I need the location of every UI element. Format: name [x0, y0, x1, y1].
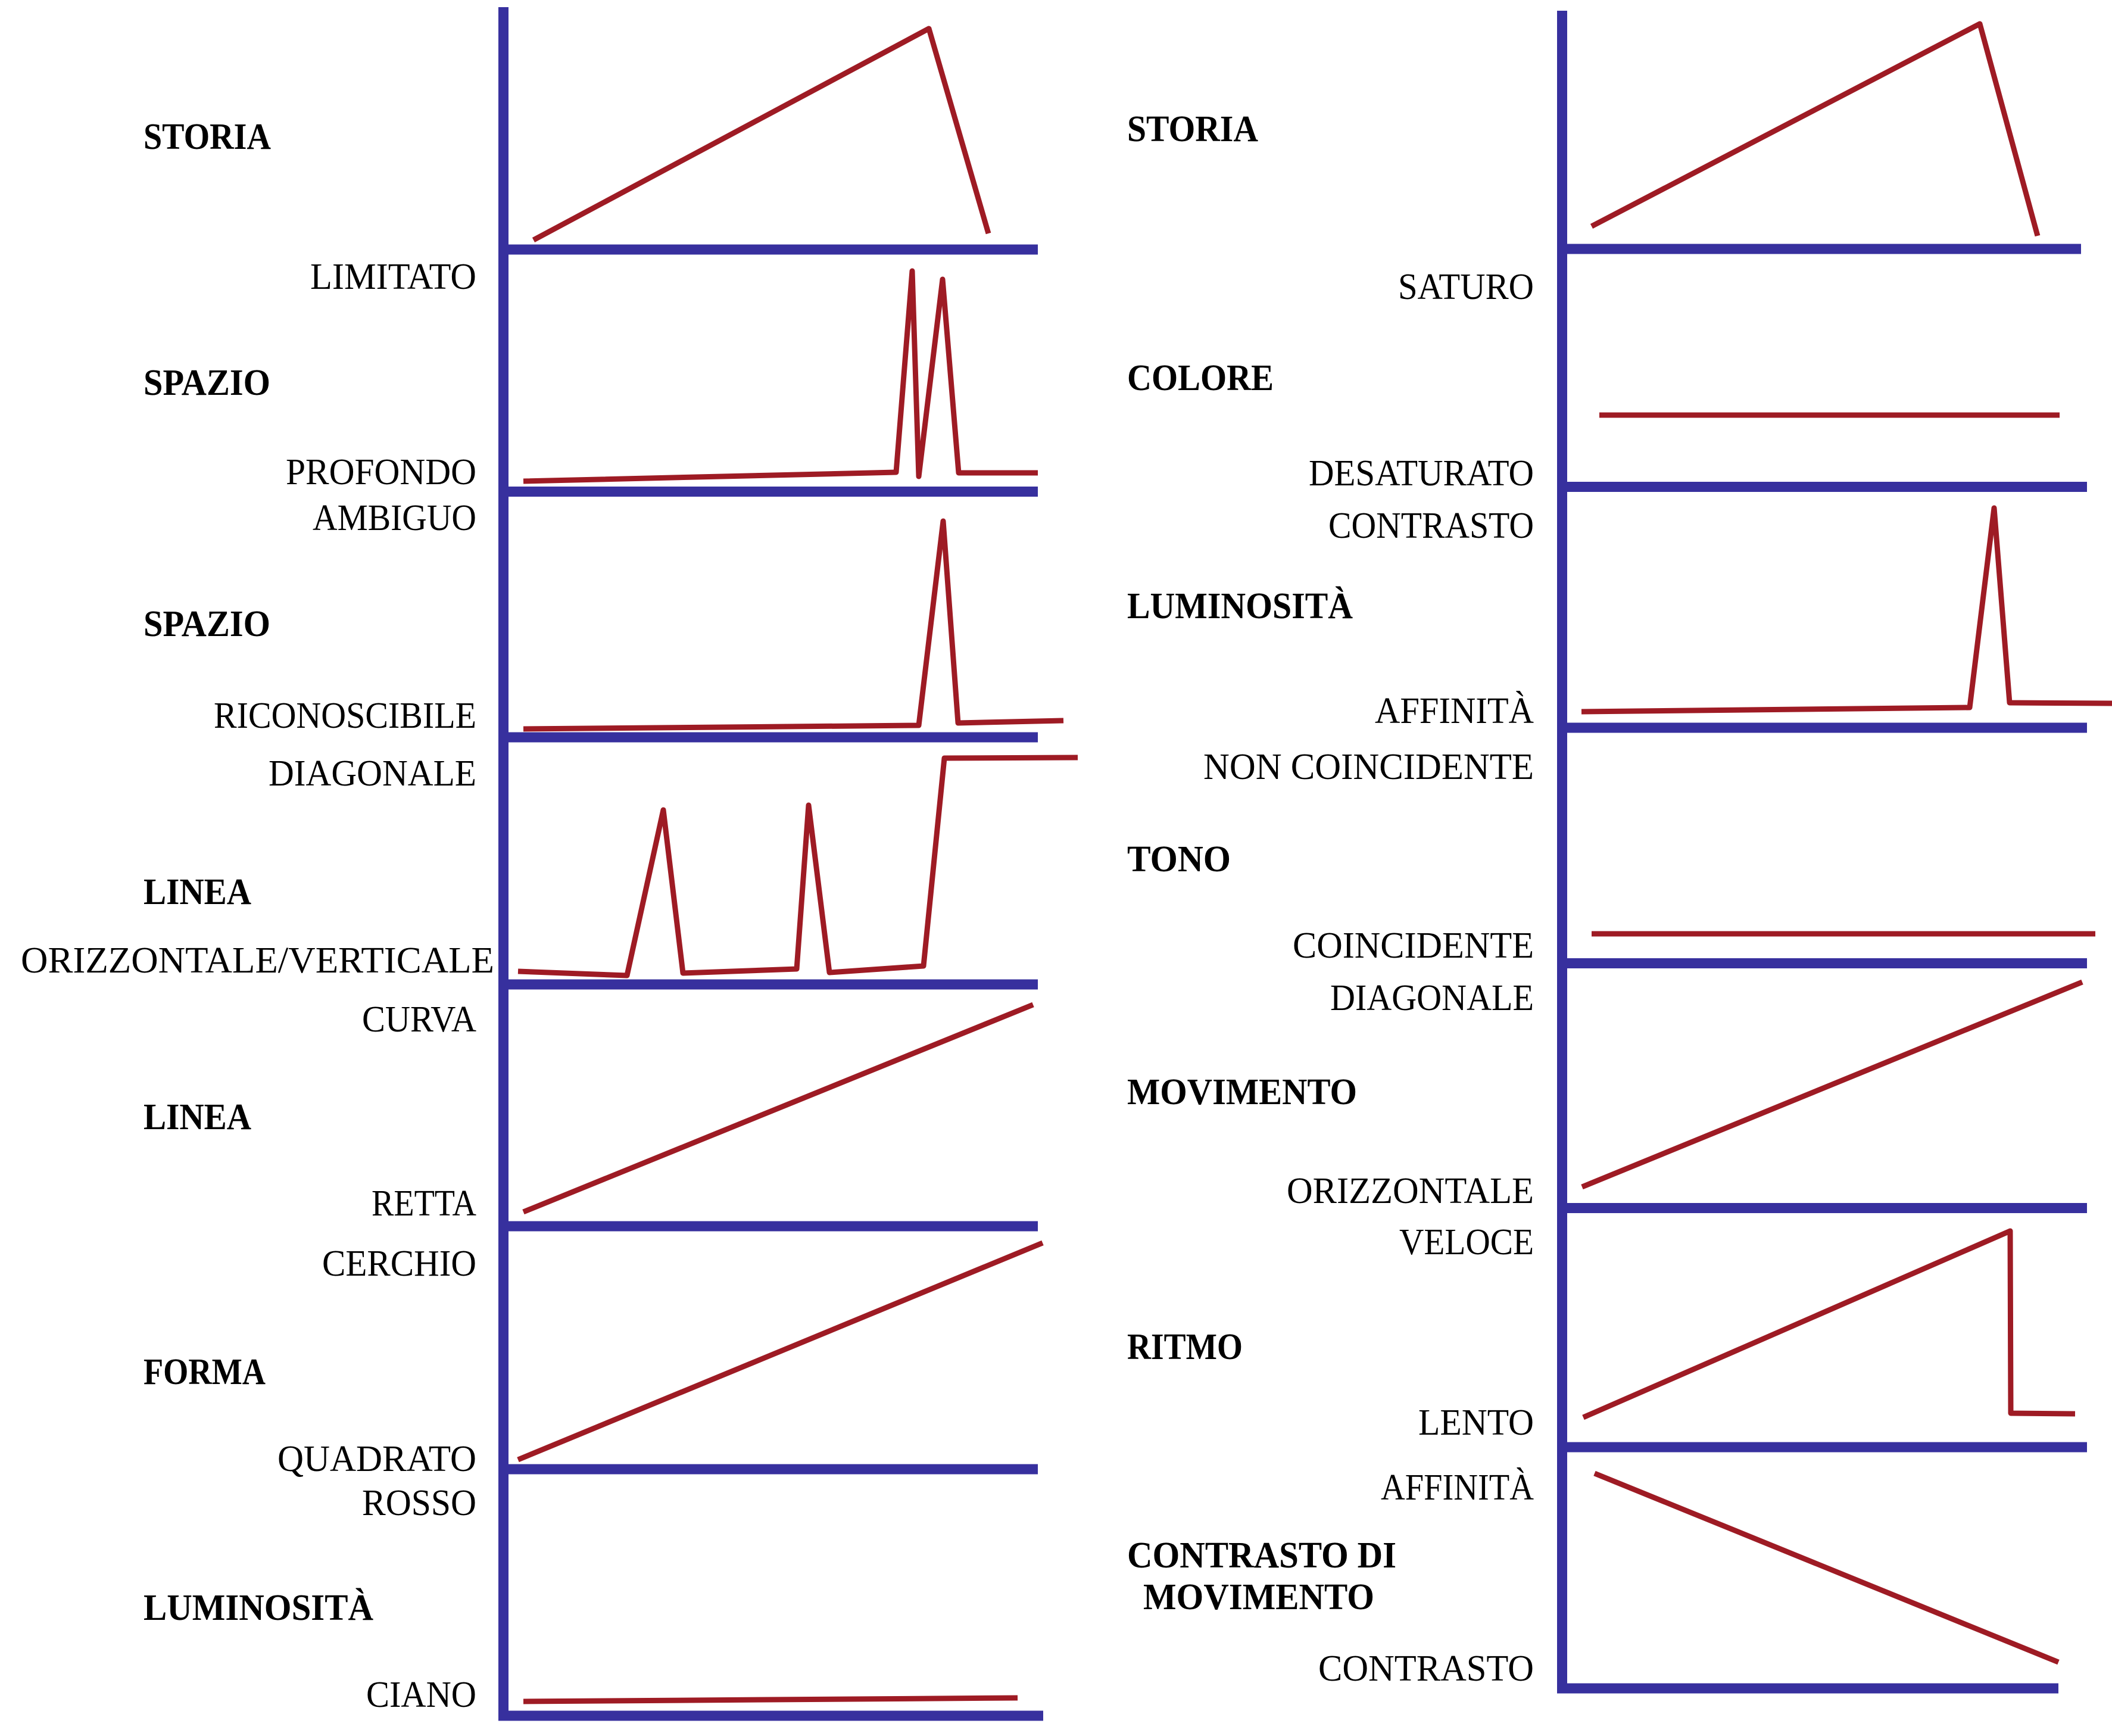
svg-text:CONTRASTO DI: CONTRASTO DI — [1127, 1535, 1396, 1576]
svg-text:RICONOSCIBILE: RICONOSCIBILE — [214, 696, 476, 736]
svg-text:ORIZZONTALE: ORIZZONTALE — [1287, 1171, 1534, 1211]
svg-text:CURVA: CURVA — [362, 999, 476, 1040]
svg-text:STORIA: STORIA — [143, 117, 271, 157]
svg-text:QUADRATO: QUADRATO — [277, 1439, 476, 1479]
svg-text:SPAZIO: SPAZIO — [143, 604, 270, 644]
svg-text:NON COINCIDENTE: NON COINCIDENTE — [1203, 747, 1534, 787]
svg-text:STORIA: STORIA — [1127, 109, 1258, 149]
svg-text:LENTO: LENTO — [1418, 1402, 1534, 1443]
svg-text:ROSSO: ROSSO — [362, 1483, 476, 1523]
svg-text:DIAGONALE: DIAGONALE — [269, 753, 476, 794]
svg-text:LIMITATO: LIMITATO — [310, 257, 476, 297]
svg-text:DIAGONALE: DIAGONALE — [1330, 978, 1534, 1018]
svg-text:PROFONDO: PROFONDO — [286, 452, 476, 493]
svg-text:DESATURATO: DESATURATO — [1309, 453, 1534, 494]
svg-text:AFFINITÀ: AFFINITÀ — [1381, 1467, 1534, 1508]
svg-text:LUMINOSITÀ: LUMINOSITÀ — [1127, 586, 1353, 627]
svg-text:SATURO: SATURO — [1398, 267, 1534, 307]
svg-text:COINCIDENTE: COINCIDENTE — [1293, 925, 1534, 966]
svg-text:SPAZIO: SPAZIO — [143, 363, 270, 403]
svg-text:CONTRASTO: CONTRASTO — [1318, 1648, 1534, 1689]
svg-text:COLORE: COLORE — [1127, 358, 1274, 398]
svg-text:MOVIMENTO: MOVIMENTO — [1127, 1072, 1357, 1112]
svg-text:FORMA: FORMA — [143, 1352, 266, 1392]
svg-text:MOVIMENTO: MOVIMENTO — [1143, 1577, 1374, 1617]
svg-text:TONO: TONO — [1127, 839, 1231, 880]
svg-text:LINEA: LINEA — [143, 1097, 251, 1137]
svg-text:LUMINOSITÀ: LUMINOSITÀ — [143, 1588, 373, 1628]
svg-text:AFFINITÀ: AFFINITÀ — [1375, 691, 1534, 731]
svg-text:RETTA: RETTA — [372, 1183, 476, 1224]
svg-text:ORIZZONTALE/VERTICALE: ORIZZONTALE/VERTICALE — [21, 940, 494, 981]
svg-text:RITMO: RITMO — [1127, 1327, 1243, 1367]
svg-text:CERCHIO: CERCHIO — [322, 1243, 476, 1284]
svg-text:CIANO: CIANO — [366, 1675, 476, 1715]
svg-text:CONTRASTO: CONTRASTO — [1328, 506, 1534, 546]
svg-text:AMBIGUO: AMBIGUO — [313, 498, 476, 538]
svg-text:LINEA: LINEA — [143, 872, 251, 912]
svg-text:VELOCE: VELOCE — [1399, 1222, 1534, 1263]
